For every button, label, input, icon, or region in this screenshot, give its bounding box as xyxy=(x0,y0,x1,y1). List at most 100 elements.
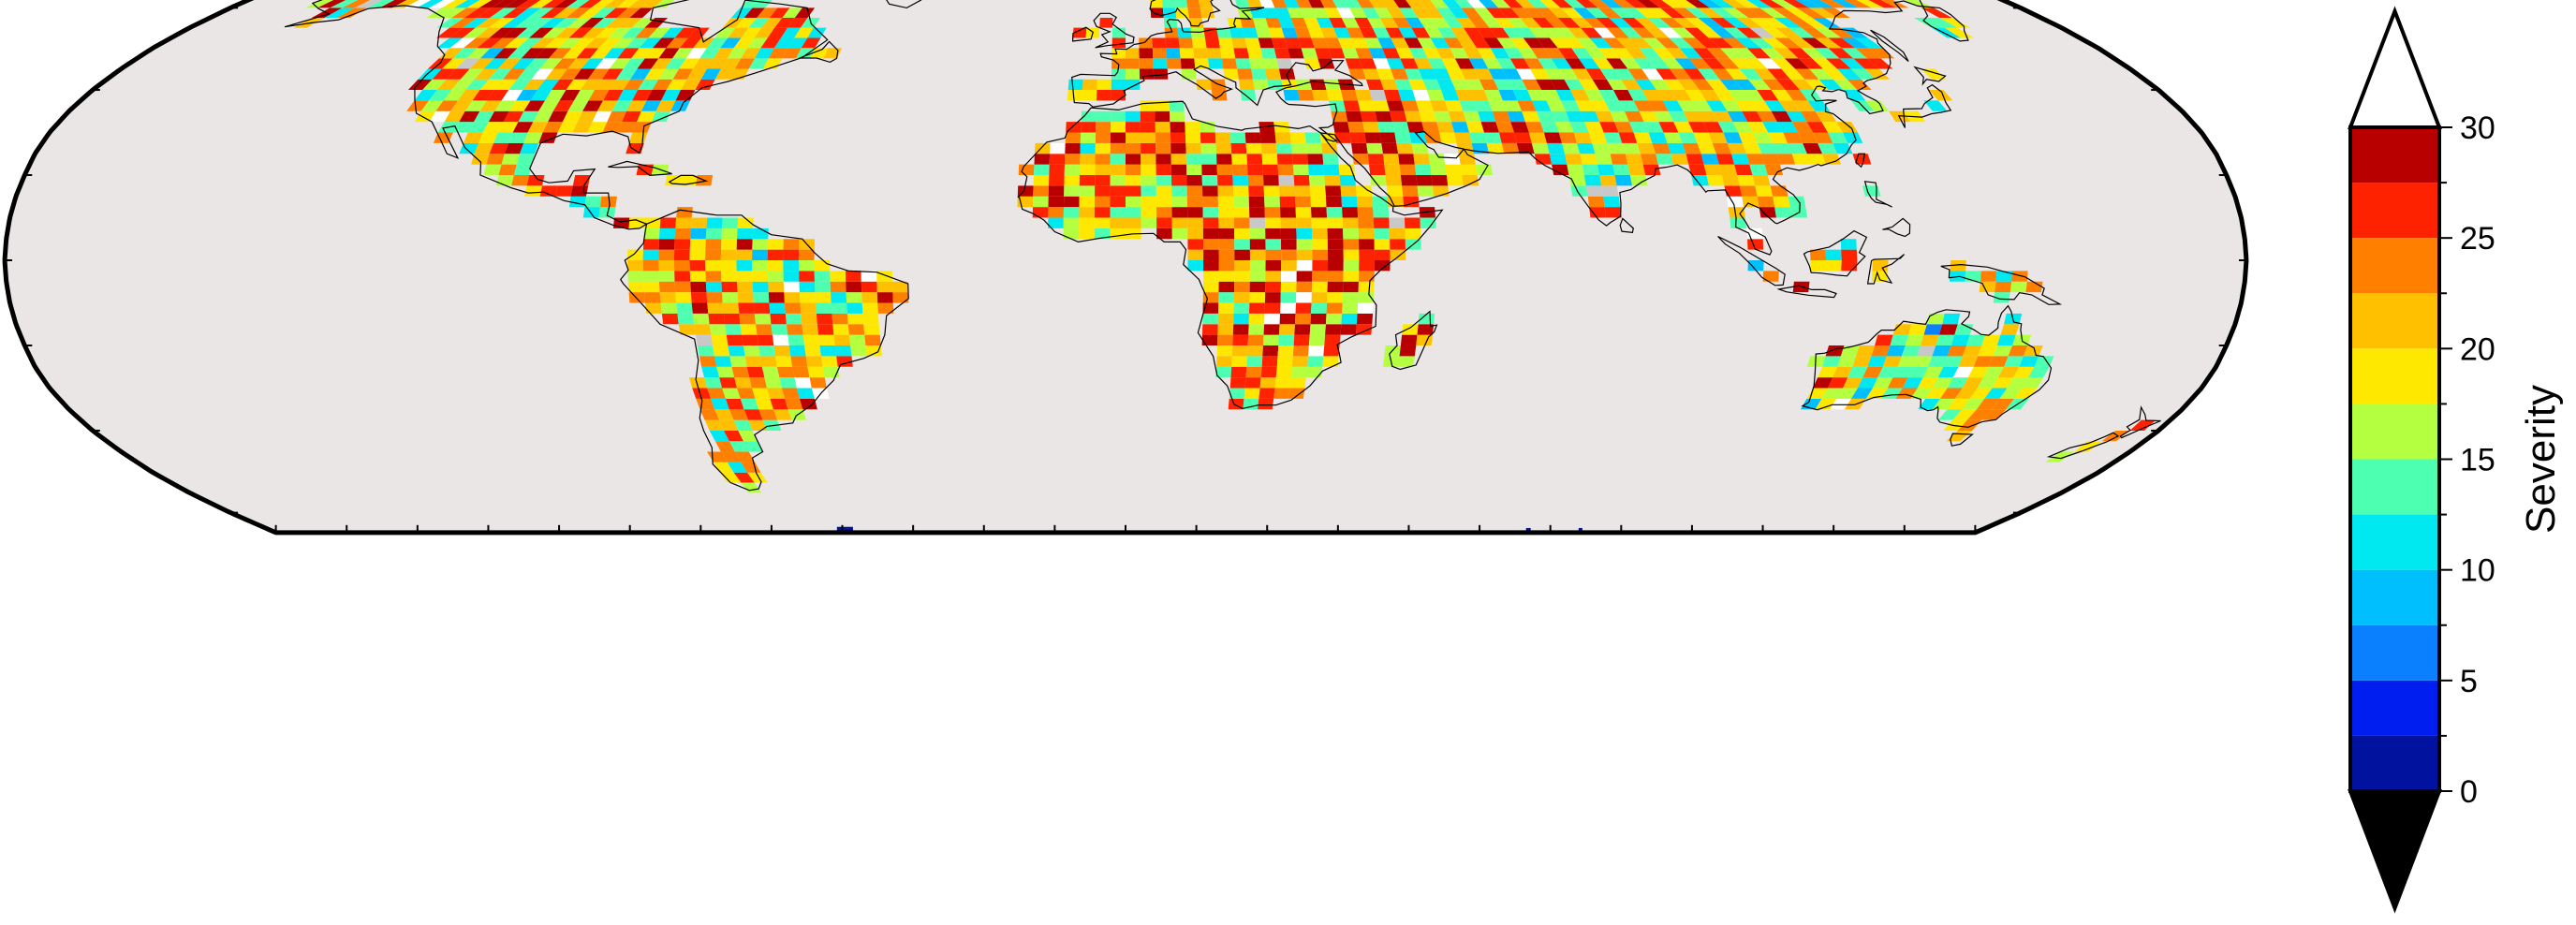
grid-cell xyxy=(1294,27,1312,38)
grid-cell xyxy=(677,313,695,325)
grid-cell xyxy=(1524,58,1544,69)
grid-cell xyxy=(1110,154,1126,165)
grid-cell xyxy=(1847,79,1872,90)
grid-cell xyxy=(1312,260,1329,272)
grid-cell xyxy=(1677,79,1700,90)
grid-cell xyxy=(588,90,610,101)
grid-cell xyxy=(1265,68,1282,80)
grid-cell xyxy=(767,271,784,282)
grid-cell xyxy=(1979,281,1996,293)
grid-cell xyxy=(1705,79,1729,90)
grid-cell xyxy=(1619,58,1642,69)
grid-cell xyxy=(1996,334,2016,345)
grid-cell xyxy=(579,7,604,18)
grid-cell xyxy=(1856,345,1876,357)
grid-cell xyxy=(1734,100,1757,111)
colorbar-bin xyxy=(2350,293,2439,349)
grid-cell xyxy=(1623,7,1647,18)
grid-cell xyxy=(1667,142,1686,154)
grid-cell xyxy=(1094,207,1111,218)
grid-cell xyxy=(1714,90,1735,101)
grid-cell xyxy=(1627,68,1650,80)
grid-cell xyxy=(1625,154,1643,165)
grid-cell xyxy=(1349,132,1367,143)
colorbar-bin xyxy=(2350,624,2439,681)
grid-cell xyxy=(1308,164,1325,175)
grid-cell xyxy=(796,388,815,399)
grid-cell xyxy=(696,334,714,345)
grid-cell xyxy=(1343,260,1360,272)
grid-cell xyxy=(1771,110,1792,123)
grid-cell xyxy=(1295,313,1311,325)
grid-cell xyxy=(1229,388,1245,399)
grid-cell xyxy=(736,239,753,250)
grid-cell xyxy=(1446,175,1464,186)
grid-cell xyxy=(696,398,715,410)
grid-cell xyxy=(729,409,749,420)
grid-cell xyxy=(541,0,566,8)
grid-cell xyxy=(436,37,464,49)
grid-cell xyxy=(731,7,753,18)
grid-cell xyxy=(1575,100,1596,111)
grid-cell xyxy=(1218,207,1234,218)
grid-cell xyxy=(1376,68,1395,80)
grid-cell xyxy=(1599,122,1619,133)
grid-cell xyxy=(1528,27,1550,38)
grid-cell xyxy=(1999,388,2023,399)
grid-cell xyxy=(1185,154,1202,165)
grid-cell xyxy=(1554,122,1574,133)
grid-cell xyxy=(1584,90,1605,101)
grid-cell xyxy=(1550,37,1572,49)
grid-cell xyxy=(1395,48,1414,59)
grid-cell xyxy=(1140,110,1156,123)
grid-cell xyxy=(1373,217,1390,228)
grid-cell xyxy=(1203,249,1219,260)
grid-cell xyxy=(747,472,768,483)
grid-cell xyxy=(1606,79,1628,90)
grid-cell xyxy=(740,0,760,8)
grid-cell xyxy=(1279,313,1296,325)
grid-cell xyxy=(1522,79,1542,90)
grid-cell xyxy=(1308,345,1325,357)
grid-cell xyxy=(1260,366,1277,378)
grid-cell xyxy=(1659,18,1685,28)
grid-cell xyxy=(1734,7,1761,18)
grid-cell xyxy=(1203,260,1219,272)
grid-cell xyxy=(1760,48,1785,59)
grid-cell xyxy=(1415,100,1435,111)
grid-cell xyxy=(504,37,529,49)
grid-cell xyxy=(617,48,640,59)
grid-cell xyxy=(1227,18,1243,28)
coastline-sumatra xyxy=(1717,235,1786,286)
grid-cell xyxy=(1374,239,1391,250)
grid-cell xyxy=(707,388,726,399)
grid-cell xyxy=(317,0,346,8)
grid-cell xyxy=(788,37,808,49)
grid-cell xyxy=(1841,37,1869,49)
grid-cell xyxy=(1180,58,1196,69)
grid-cell xyxy=(1358,100,1376,111)
grid-cell xyxy=(1411,27,1431,38)
grid-cell xyxy=(1708,132,1728,143)
grid-cell xyxy=(1245,142,1262,154)
grid-cell xyxy=(1427,58,1447,69)
grid-cell xyxy=(617,122,638,133)
grid-cell xyxy=(752,271,769,282)
grid-cell xyxy=(515,7,541,18)
grid-cell xyxy=(1246,356,1263,367)
grid-cell xyxy=(1803,142,1823,154)
grid-cell xyxy=(1288,388,1305,399)
grid-cell xyxy=(1230,366,1247,378)
grid-cell xyxy=(833,334,851,345)
grid-cell xyxy=(734,451,756,462)
grid-cell xyxy=(1918,398,1940,410)
coastline-taiwan xyxy=(1855,153,1866,169)
grid-cell xyxy=(1311,37,1329,49)
grid-cell xyxy=(1702,122,1724,133)
grid-cell xyxy=(1309,185,1326,197)
grid-cell xyxy=(768,281,785,293)
grid-cell xyxy=(486,154,505,165)
grid-cell xyxy=(1788,196,1806,208)
grid-cell xyxy=(783,281,800,293)
grid-cell xyxy=(474,142,494,154)
